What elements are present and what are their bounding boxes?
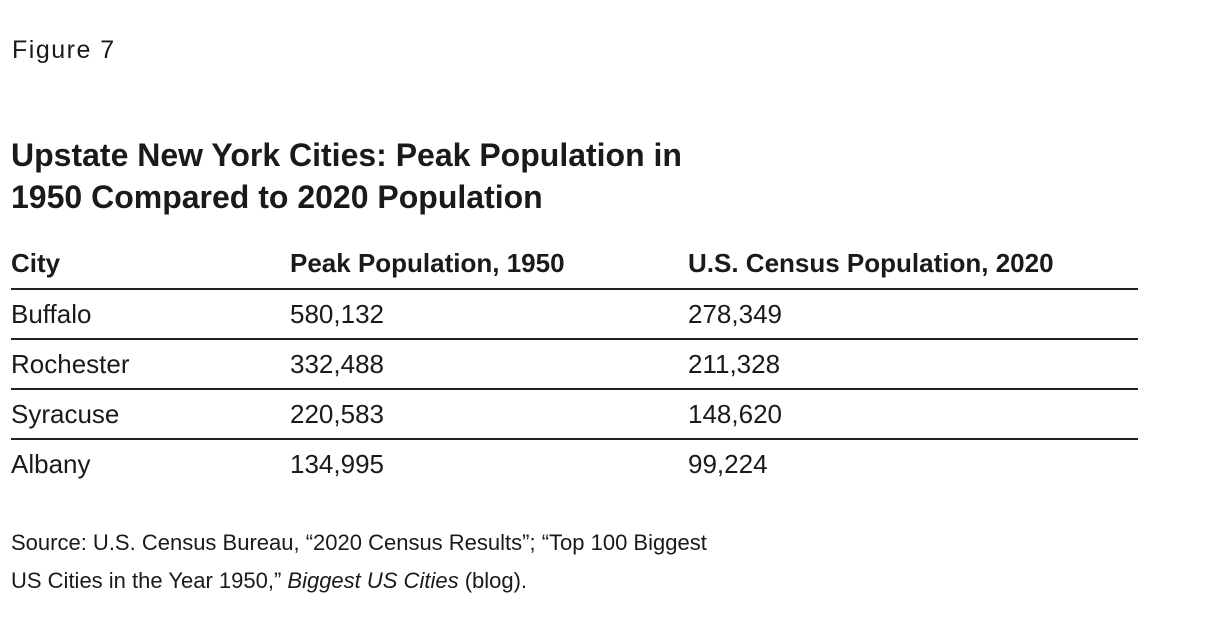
header-city: City [11, 248, 61, 278]
header-peak-1950: Peak Population, 1950 [290, 248, 565, 278]
source-line-1: Source: U.S. Census Bureau, “2020 Census… [11, 530, 707, 555]
source-note: Source: U.S. Census Bureau, “2020 Census… [11, 524, 707, 600]
city-cell: Rochester [11, 348, 130, 379]
population-table: City Peak Population, 1950 U.S. Census P… [11, 246, 1138, 488]
source-line-2: US Cities in the Year 1950,” Biggest US … [11, 562, 707, 600]
census-cell: 211,328 [688, 348, 781, 379]
census-cell: 148,620 [688, 398, 782, 429]
title-line-2: 1950 Compared to 2020 Population [11, 179, 543, 215]
peak-cell: 580,132 [290, 298, 384, 329]
table-row: Albany 134,995 99,224 [11, 440, 1138, 488]
census-cell: 278,349 [688, 298, 782, 329]
figure-label: Figure 7 [12, 36, 116, 64]
source-text: US Cities in the Year 1950,” [11, 568, 288, 593]
source-text: (blog). [458, 568, 528, 593]
table-row: Syracuse 220,583 148,620 [11, 390, 1138, 440]
peak-cell: 220,583 [290, 398, 384, 429]
table-row: Rochester 332,488 211,328 [11, 340, 1138, 390]
title-line-1: Upstate New York Cities: Peak Population… [11, 137, 682, 173]
city-cell: Albany [11, 448, 91, 479]
peak-cell: 134,995 [290, 448, 384, 479]
census-cell: 99,224 [688, 448, 768, 479]
table-header-row: City Peak Population, 1950 U.S. Census P… [11, 246, 1138, 290]
peak-cell: 332,488 [290, 348, 384, 379]
table-row: Buffalo 580,132 278,349 [11, 290, 1138, 340]
header-census-2020: U.S. Census Population, 2020 [688, 248, 1054, 278]
figure-title: Upstate New York Cities: Peak Population… [11, 134, 911, 218]
city-cell: Buffalo [11, 298, 92, 329]
source-blog-title: Biggest US Cities [287, 568, 459, 593]
city-cell: Syracuse [11, 398, 120, 429]
